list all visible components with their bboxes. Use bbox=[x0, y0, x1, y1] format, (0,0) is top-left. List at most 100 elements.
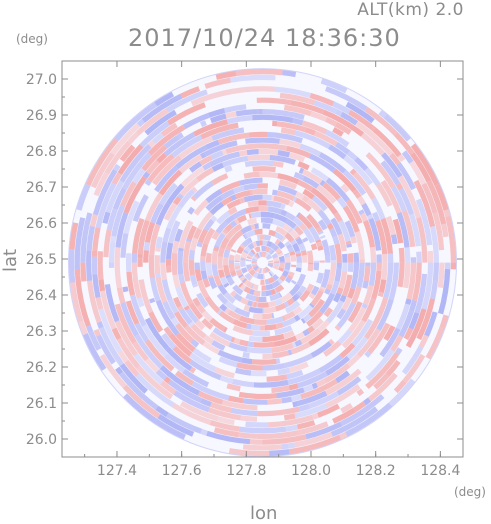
radar-cell bbox=[272, 160, 284, 168]
radar-cell bbox=[234, 190, 251, 200]
radar-cell bbox=[302, 237, 309, 243]
radar-cell bbox=[321, 239, 331, 256]
radar-cell bbox=[266, 255, 273, 261]
radar-cell bbox=[239, 275, 246, 282]
radar-cell bbox=[234, 307, 247, 317]
radar-cell bbox=[263, 217, 274, 224]
radar-cell bbox=[108, 241, 116, 263]
radar-cell bbox=[302, 313, 312, 323]
radar-cell bbox=[345, 101, 375, 124]
radar-cell bbox=[250, 324, 261, 331]
radar-cell bbox=[96, 321, 104, 329]
radar-cell bbox=[387, 253, 394, 263]
radar-cell bbox=[244, 272, 252, 281]
radar-cell bbox=[288, 228, 293, 233]
radar-cell bbox=[99, 353, 127, 389]
radar-cell bbox=[126, 271, 136, 296]
radar-cell bbox=[353, 252, 360, 263]
radar-cell bbox=[441, 223, 449, 238]
radar-cell bbox=[239, 243, 246, 250]
radar-cell bbox=[256, 252, 260, 258]
radar-cell bbox=[95, 297, 104, 310]
radar-cell bbox=[235, 268, 241, 272]
radar-cell bbox=[209, 420, 240, 432]
radar-cell bbox=[175, 323, 194, 343]
radar-cell bbox=[264, 324, 277, 331]
radar-cell bbox=[361, 202, 372, 217]
radar-cell bbox=[412, 345, 424, 360]
radar-cell bbox=[243, 279, 248, 284]
radar-cell bbox=[292, 117, 304, 126]
radar-cell bbox=[255, 296, 259, 302]
radar-cell bbox=[154, 165, 179, 193]
radar-cell bbox=[269, 270, 275, 276]
radar-cell bbox=[268, 260, 274, 263]
radar-cell bbox=[280, 274, 287, 281]
radar-cell bbox=[175, 286, 189, 308]
radar-cell bbox=[302, 169, 323, 185]
radar-cell bbox=[234, 253, 241, 261]
radar-cell bbox=[250, 224, 256, 230]
radar-cell bbox=[119, 371, 159, 410]
radar-cell bbox=[296, 262, 302, 269]
radar-cell bbox=[303, 227, 315, 244]
radar-cell bbox=[354, 192, 362, 199]
radar-cell bbox=[236, 246, 244, 254]
radar-cell bbox=[295, 237, 304, 246]
radar-cell bbox=[258, 143, 288, 151]
radar-cell bbox=[205, 195, 224, 212]
radar-cell bbox=[299, 289, 311, 302]
radar-cell bbox=[248, 253, 253, 257]
radar-cell bbox=[200, 398, 212, 407]
radar-cell bbox=[224, 300, 237, 312]
radar-cell bbox=[298, 285, 307, 294]
radar-cell bbox=[284, 256, 291, 263]
radar-cell bbox=[211, 162, 224, 172]
radar-cell bbox=[223, 257, 229, 266]
radar-cell bbox=[287, 368, 322, 385]
radar-cell bbox=[190, 323, 207, 339]
radar-cell bbox=[306, 283, 315, 293]
radar-cell bbox=[256, 302, 259, 308]
radar-cell bbox=[334, 243, 342, 263]
radar-cell bbox=[404, 247, 411, 263]
radar-cell bbox=[330, 260, 337, 263]
radar-cell bbox=[268, 262, 274, 265]
radar-cell bbox=[174, 228, 184, 242]
radar-cell bbox=[273, 213, 288, 224]
radar-cell bbox=[284, 240, 291, 247]
radar-cell bbox=[91, 256, 98, 275]
radar-cell bbox=[182, 112, 210, 130]
radar-cell bbox=[252, 255, 259, 261]
radar-cell bbox=[277, 277, 284, 285]
radar-cell bbox=[252, 188, 268, 195]
radar-cell bbox=[271, 312, 275, 319]
radar-cell bbox=[304, 127, 316, 136]
radar-cell bbox=[266, 254, 271, 259]
radar-cell bbox=[266, 316, 284, 325]
radar-cell bbox=[88, 331, 102, 351]
radar-cell bbox=[179, 177, 200, 197]
radar-cell bbox=[246, 149, 259, 156]
radar-cell bbox=[163, 202, 178, 221]
radar-cell bbox=[209, 331, 231, 347]
radar-cell bbox=[185, 308, 199, 324]
radar-cell bbox=[317, 209, 332, 226]
radar-cell bbox=[134, 333, 164, 369]
radar-cell bbox=[217, 284, 228, 296]
radar-cell bbox=[320, 269, 331, 289]
radar-cell bbox=[340, 183, 350, 193]
radar-cell bbox=[292, 242, 301, 252]
radar-cell bbox=[123, 175, 148, 214]
radar-cell bbox=[405, 308, 427, 348]
radar-cell bbox=[173, 390, 210, 413]
radar-cell bbox=[210, 150, 224, 160]
radar-cell bbox=[189, 249, 196, 254]
radar-cell bbox=[87, 280, 102, 323]
radar-cell bbox=[242, 351, 250, 359]
radar-cell bbox=[283, 353, 314, 369]
radar-cell bbox=[307, 264, 314, 272]
radar-cell bbox=[196, 241, 203, 248]
radar-cell bbox=[124, 359, 140, 377]
